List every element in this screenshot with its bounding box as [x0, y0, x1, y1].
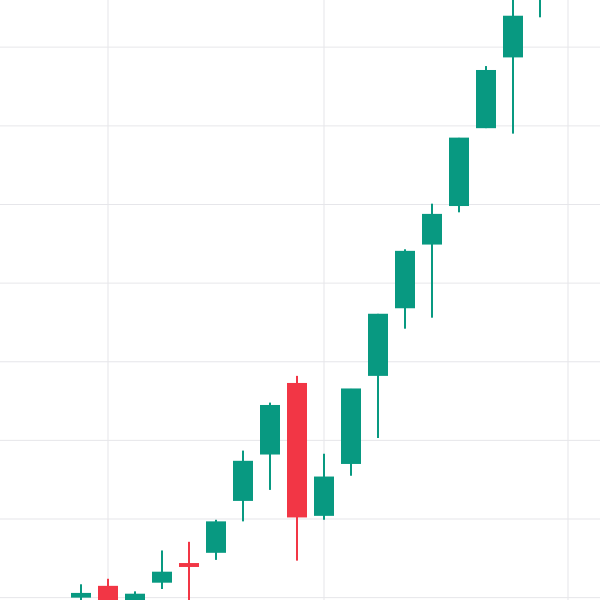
- candle-body: [503, 15, 523, 58]
- candle-body: [314, 476, 334, 516]
- candle-body: [422, 213, 442, 245]
- candle-body: [341, 388, 361, 464]
- candle-body: [287, 382, 307, 518]
- candle-body: [206, 521, 226, 553]
- candle-body: [179, 563, 199, 567]
- candle-body: [476, 69, 496, 129]
- candle-body: [71, 592, 91, 598]
- candle-body: [152, 571, 172, 583]
- candle-body: [125, 593, 145, 600]
- candle-body: [368, 313, 388, 376]
- candle-body: [260, 404, 280, 455]
- plot-area: [71, 0, 541, 600]
- candle-body: [449, 137, 469, 207]
- candle-body: [98, 585, 118, 600]
- candle-body: [395, 250, 415, 309]
- candle-body: [233, 460, 253, 501]
